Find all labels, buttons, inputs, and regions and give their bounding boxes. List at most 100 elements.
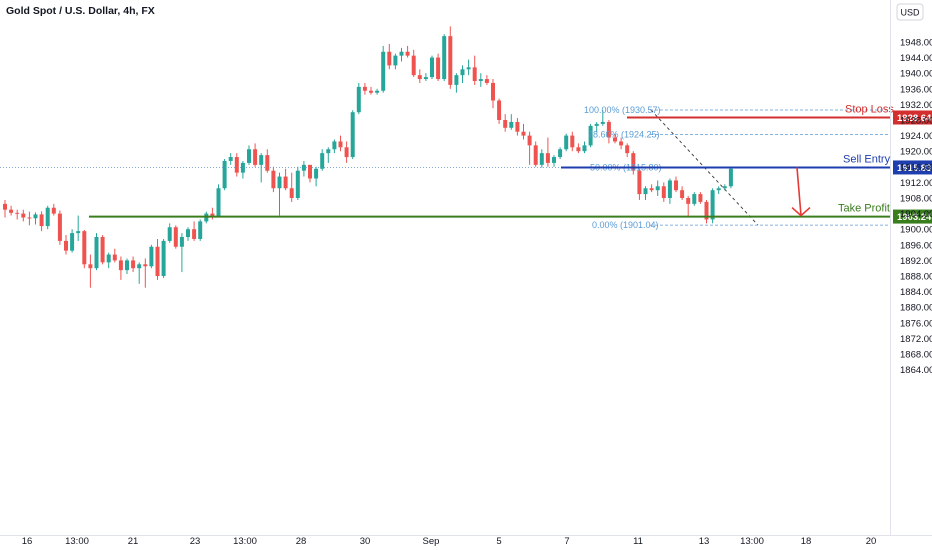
y-tick-label: 1888.00	[900, 272, 932, 283]
level-take-profit[interactable]: Take Profit 1903.24	[89, 203, 932, 224]
candle-body	[362, 86, 367, 91]
candle	[674, 176, 678, 193]
y-tick-label: 1892.00	[900, 256, 932, 267]
candle-body	[381, 51, 386, 91]
candle	[240, 160, 245, 179]
candle-body	[680, 190, 685, 198]
candle	[131, 256, 136, 273]
candle	[76, 215, 81, 241]
candle-body	[430, 57, 434, 78]
candle-body	[655, 186, 660, 191]
candle-body	[533, 145, 538, 165]
candle	[661, 182, 666, 202]
candle-body	[521, 131, 526, 136]
candle	[466, 59, 471, 76]
candle	[417, 69, 422, 83]
candle	[564, 133, 569, 152]
currency-button[interactable]: USD	[896, 3, 924, 21]
candle-body	[76, 231, 81, 234]
candle-body	[667, 180, 672, 198]
candle	[552, 155, 556, 167]
candle	[405, 45, 410, 58]
price-badge-text: 1915.83	[897, 163, 931, 174]
candle	[649, 184, 654, 193]
candle-body	[51, 207, 56, 214]
candle	[64, 235, 68, 255]
candle	[265, 149, 270, 173]
y-tick-label: 1932.00	[900, 100, 932, 111]
candle-body	[222, 160, 227, 189]
candle-body	[497, 100, 502, 120]
candle	[179, 233, 184, 273]
candle	[631, 151, 636, 175]
y-tick-label: 1868.00	[900, 350, 932, 361]
y-tick-label: 1928.00	[900, 116, 932, 127]
candle	[271, 166, 276, 193]
candle-body	[338, 141, 343, 148]
candle-body	[247, 149, 251, 163]
y-tick-label: 1880.00	[900, 303, 932, 314]
candle	[27, 211, 32, 226]
candle	[198, 219, 203, 241]
y-tick-label: 1924.00	[900, 131, 932, 142]
candle	[509, 114, 514, 130]
candle	[716, 186, 721, 195]
candle-body	[558, 149, 563, 158]
arrow-head	[791, 206, 811, 217]
fib-level-label: 100.00% (1930.57)	[584, 105, 661, 115]
candle	[625, 143, 630, 158]
chart-title: Gold Spot / U.S. Dollar, 4h, FX	[6, 5, 155, 17]
candle-body	[240, 162, 245, 173]
candle-body	[613, 137, 617, 142]
x-tick-label: 23	[190, 536, 201, 547]
candle	[332, 139, 337, 154]
arrow-shaft	[796, 167, 802, 216]
fib-level-label: 78.60% (1924.25)	[588, 130, 660, 140]
candle-body	[625, 145, 630, 154]
candle-body	[320, 153, 325, 169]
candle-body	[192, 229, 197, 239]
candle	[338, 135, 343, 152]
candle	[106, 252, 111, 269]
candle	[643, 186, 648, 200]
x-tick-label: 13:00	[233, 536, 257, 547]
candle	[137, 262, 142, 284]
y-tick-label: 1936.00	[900, 84, 932, 95]
candle-body	[88, 264, 93, 269]
x-tick-label: Sep	[423, 536, 440, 547]
candle-body	[448, 36, 453, 85]
candle-body	[527, 135, 532, 146]
candle	[692, 192, 697, 206]
candle-body	[314, 168, 319, 179]
candle	[484, 75, 489, 85]
candle-body	[45, 207, 50, 227]
candle	[247, 145, 251, 165]
candle	[155, 238, 160, 280]
candle	[143, 258, 148, 288]
candle-body	[545, 153, 550, 163]
y-tick-label: 1876.00	[900, 318, 932, 329]
candle	[94, 233, 99, 271]
candle	[619, 137, 624, 150]
candle-body	[631, 153, 636, 171]
x-tick-label: 18	[801, 536, 812, 547]
candle	[448, 26, 453, 89]
candle-body	[570, 135, 575, 148]
candle	[442, 34, 447, 81]
candle-body	[515, 121, 520, 132]
candle	[70, 229, 75, 253]
candle-body	[411, 55, 416, 76]
candle-body	[283, 176, 288, 189]
candle-body	[722, 186, 727, 189]
candle	[9, 205, 14, 216]
level-sell-entry[interactable]: Sell Entry 1915.83	[561, 153, 932, 175]
candle-body	[186, 229, 190, 237]
candle	[149, 244, 154, 269]
candle	[295, 166, 300, 200]
x-tick-label: 21	[128, 536, 139, 547]
candle	[228, 153, 233, 165]
currency-label: USD	[900, 8, 920, 18]
y-tick-label: 1900.00	[900, 225, 932, 236]
